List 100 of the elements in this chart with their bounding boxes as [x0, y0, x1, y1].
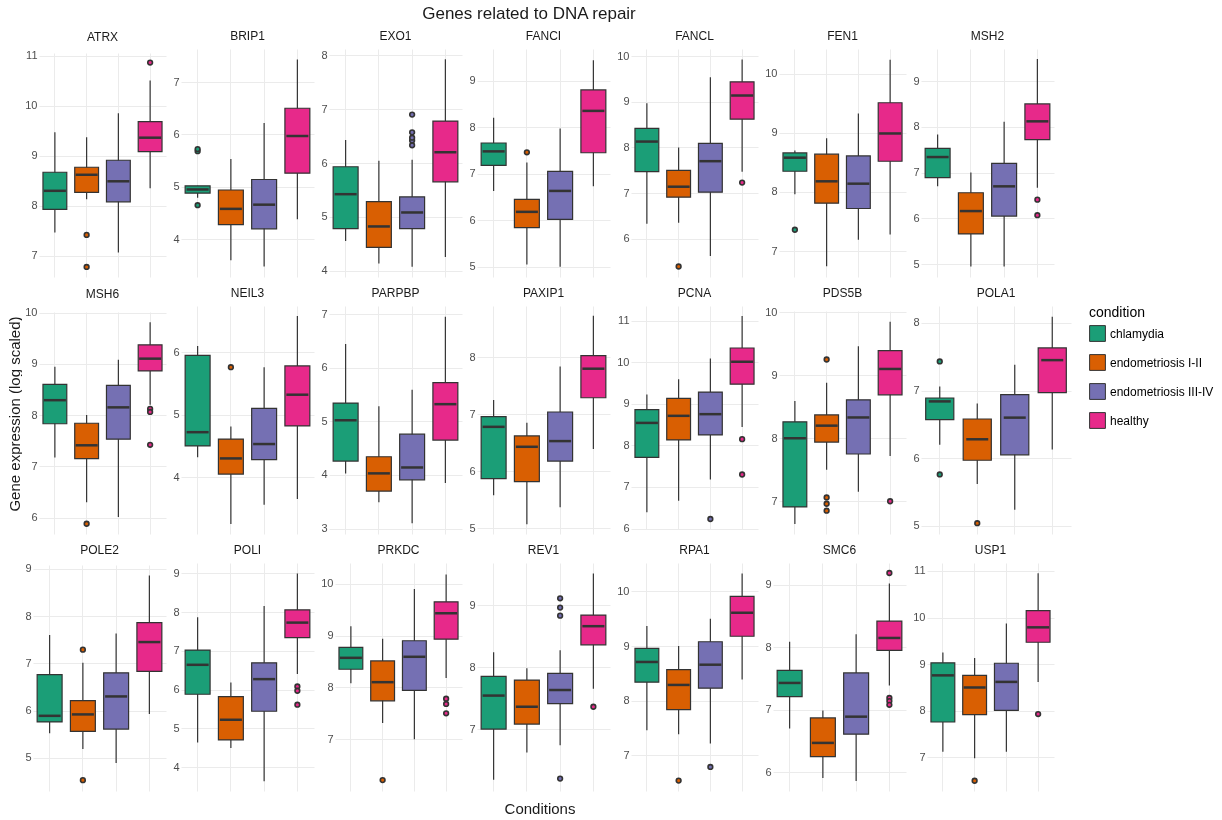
y-tick-label: 7 — [913, 384, 920, 397]
y-tick-label: 6 — [469, 213, 476, 226]
y-tick-label: 8 — [31, 408, 38, 421]
y-tick-label: 6 — [765, 765, 772, 778]
y-tick-label: 11 — [914, 564, 926, 577]
y-tick-label: 9 — [913, 74, 920, 87]
chart-title: BRIP1 — [230, 29, 266, 43]
y-tick-label: 9 — [771, 368, 778, 381]
y-tick-label: 9 — [31, 357, 38, 370]
y-tick-label: 9 — [623, 397, 630, 410]
y-tick-label: 6 — [321, 156, 328, 169]
y-tick-label: 11 — [26, 49, 38, 62]
y-tick-label: 6 — [321, 361, 328, 374]
y-tick-label: 8 — [913, 120, 920, 133]
chart-title: PCNA — [677, 286, 712, 300]
y-tick-label: 9 — [31, 149, 38, 162]
y-tick-label: 9 — [919, 657, 926, 670]
chart-title: USP1 — [974, 543, 1007, 557]
y-tick-label: 7 — [173, 75, 180, 88]
y-tick-label: 7 — [25, 656, 32, 669]
chart-title: SMC6 — [822, 543, 857, 557]
text: Conditions — [503, 800, 577, 817]
y-tick-label: 6 — [173, 345, 180, 358]
y-tick-label: 6 — [913, 211, 920, 224]
y-tick-label: 9 — [327, 629, 334, 642]
y-tick-label: 4 — [173, 232, 180, 245]
y-tick-label: 10 — [765, 67, 778, 80]
y-tick-label: 6 — [173, 683, 180, 696]
y-tick-label: 9 — [469, 74, 476, 87]
chart-title: MSH2 — [970, 29, 1005, 43]
y-tick-label: 8 — [469, 350, 476, 363]
y-tick-label: 7 — [469, 167, 476, 180]
y-tick-label: 6 — [31, 511, 38, 524]
y-tick-label: 7 — [31, 249, 38, 262]
legend-title: condition — [1089, 304, 1146, 320]
y-tick-label: 6 — [25, 704, 32, 717]
chart-title: PDS5B — [822, 286, 863, 301]
y-tick-label: 6 — [173, 127, 180, 140]
y-tick-label: 5 — [25, 751, 32, 764]
y-tick-label: 8 — [623, 438, 630, 451]
y-tick-label: 8 — [469, 660, 476, 673]
y-tick-label: 7 — [469, 407, 476, 420]
y-tick-label: 4 — [321, 264, 328, 277]
y-tick-label: 5 — [321, 210, 328, 223]
chart-title: MSH6 — [85, 286, 120, 301]
chart-title: ATRX — [86, 29, 119, 44]
legend-label: endometriosis III-IV — [1110, 384, 1214, 399]
y-tick-label: 10 — [913, 611, 926, 624]
y-tick-label: 8 — [771, 431, 778, 444]
y-tick-label: 7 — [469, 722, 476, 735]
y-tick-label: 4 — [321, 468, 328, 481]
y-tick-label: 7 — [623, 186, 630, 199]
y-tick-label: 7 — [623, 480, 630, 493]
y-tick-label: 10 — [25, 306, 38, 319]
y-tick-label: 8 — [765, 640, 772, 653]
y-tick-label: 5 — [913, 519, 920, 532]
chart-title: FANCL — [675, 29, 715, 43]
y-tick-label: 7 — [913, 166, 920, 179]
y-tick-label: 8 — [25, 609, 32, 622]
y-tick-label: 8 — [321, 48, 328, 61]
legend-label: healthy — [1110, 413, 1149, 428]
legend-label: endometriosis I-II — [1110, 355, 1203, 370]
y-tick-label: 7 — [771, 244, 778, 257]
y-tick-label: 7 — [771, 494, 778, 507]
y-tick-label: 8 — [469, 120, 476, 133]
y-tick-label: 9 — [623, 95, 630, 108]
y-tick-label: 8 — [919, 704, 926, 717]
y-tick-label: 11 — [618, 314, 630, 327]
y-tick-label: 5 — [469, 521, 476, 534]
y-tick-label: 4 — [173, 470, 180, 483]
y-tick-label: 5 — [321, 414, 328, 427]
y-tick-label: 7 — [919, 750, 926, 763]
y-tick-label: 9 — [469, 598, 476, 611]
y-tick-label: 3 — [321, 522, 328, 535]
y-tick-label: 10 — [321, 577, 334, 590]
y-tick-label: 8 — [327, 680, 334, 693]
y-tick-label: 5 — [913, 257, 920, 270]
chart-title: PAXIP1 — [522, 286, 565, 300]
chart-title: POLE2 — [80, 542, 120, 557]
y-tick-label: 7 — [31, 459, 38, 472]
y-tick-label: 8 — [173, 605, 180, 618]
y-tick-label: 10 — [617, 584, 630, 597]
y-tick-label: 5 — [173, 408, 180, 421]
chart-title: POLA1 — [976, 286, 1016, 300]
y-tick-label: 10 — [617, 355, 630, 368]
y-tick-label: 7 — [321, 102, 328, 115]
y-tick-label: 8 — [623, 694, 630, 707]
y-tick-label: 10 — [765, 305, 778, 318]
y-tick-label: 9 — [771, 126, 778, 139]
y-tick-label: 5 — [469, 260, 476, 273]
chart-title: RPA1 — [679, 543, 711, 557]
chart-title: POLI — [233, 543, 262, 557]
y-tick-label: 4 — [173, 760, 180, 773]
y-tick-label: 7 — [173, 644, 180, 657]
legend-label: chlamydia — [1110, 326, 1165, 341]
chart-title: PRKDC — [377, 543, 420, 557]
chart-title: NEIL3 — [230, 286, 265, 300]
chart-title: EXO1 — [379, 29, 412, 43]
y-tick-label: 6 — [469, 464, 476, 477]
chart-title: FANCI — [525, 29, 562, 43]
